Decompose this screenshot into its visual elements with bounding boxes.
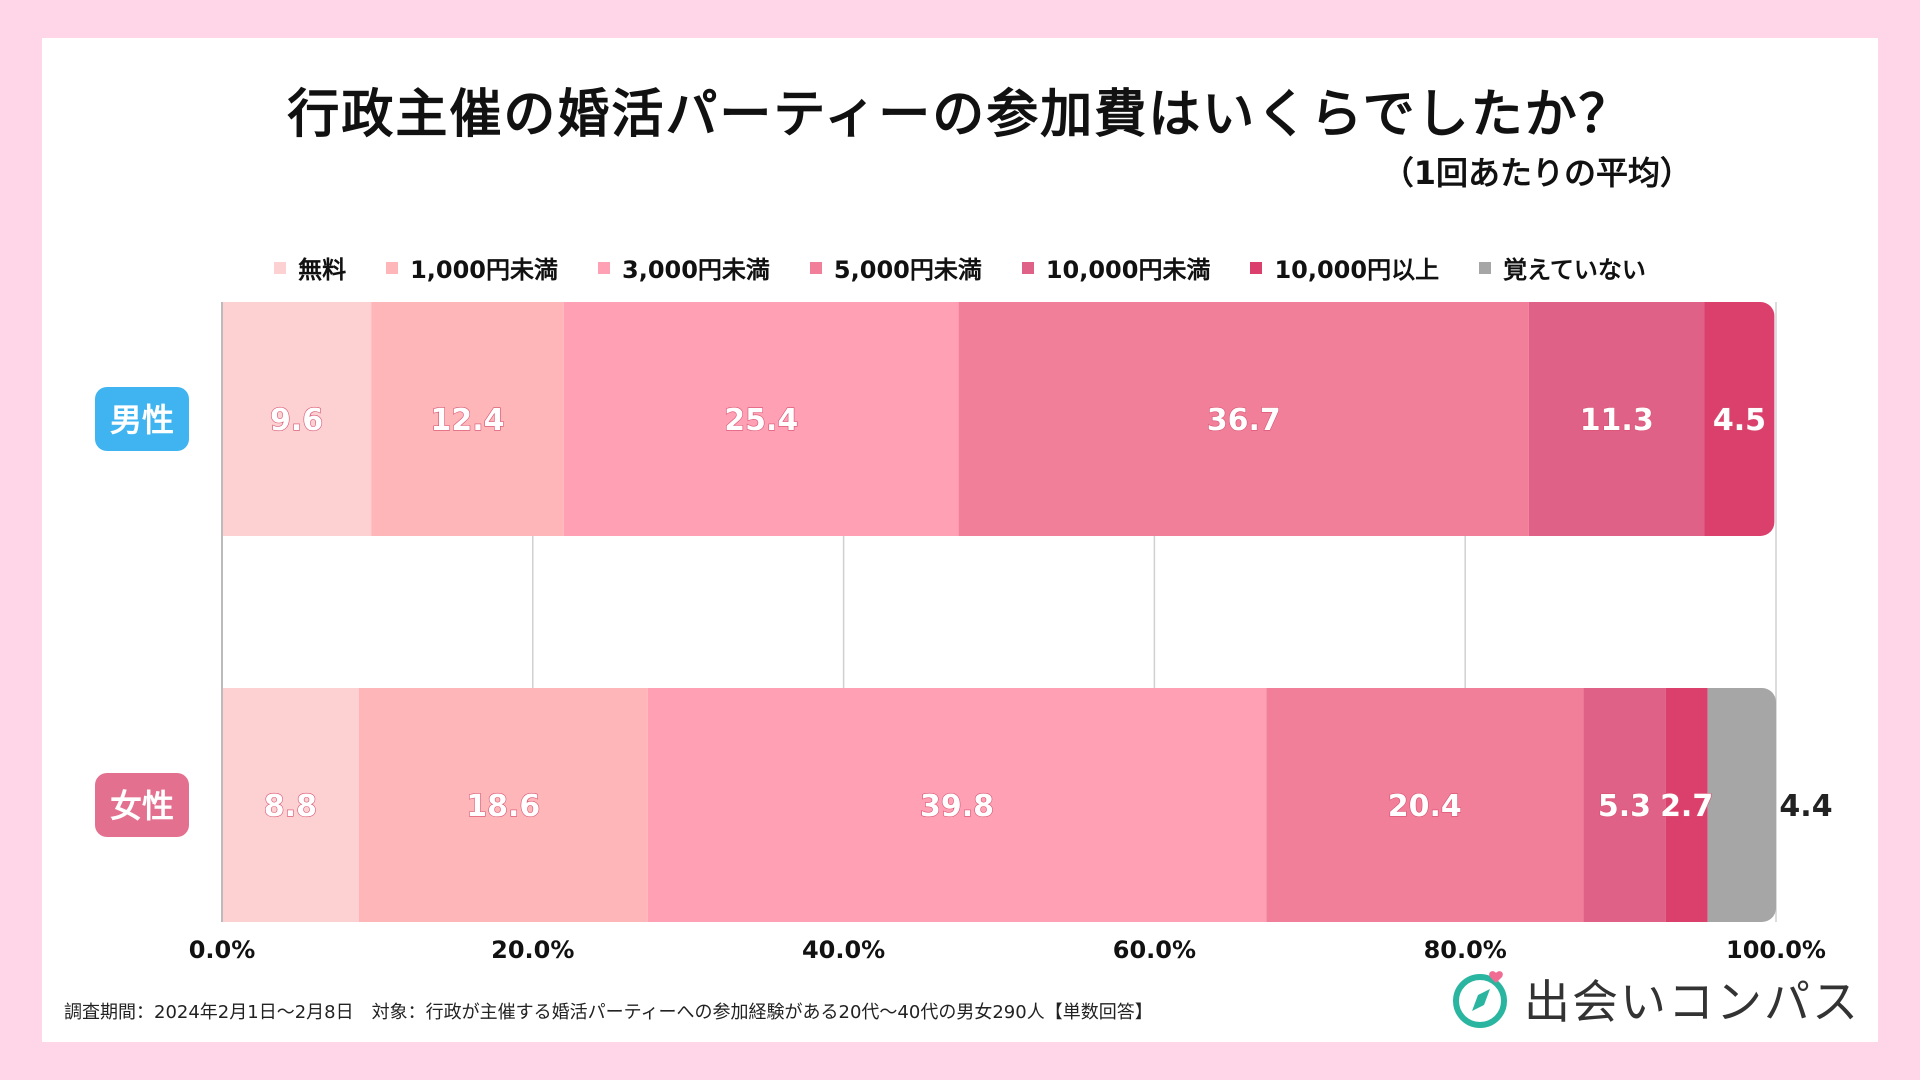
data-label: 4.5 bbox=[1713, 403, 1766, 438]
data-label: 20.4 bbox=[1388, 789, 1462, 824]
bar-segment bbox=[1528, 302, 1705, 536]
bar-segment bbox=[647, 688, 1267, 922]
x-tick-label: 0.0% bbox=[189, 936, 256, 964]
legend-item: 3,000円未満 bbox=[598, 250, 770, 285]
legend-label: 10,000円以上 bbox=[1274, 256, 1440, 284]
bar-segment bbox=[1583, 688, 1666, 922]
legend-item: 1,000円未満 bbox=[386, 250, 558, 285]
bar-segment bbox=[1665, 688, 1708, 922]
legend-item: 覚えていない bbox=[1479, 250, 1646, 285]
bar-group bbox=[222, 302, 1775, 536]
brand-name: 出会いコンパス bbox=[1524, 975, 1860, 1029]
data-label: 8.8 bbox=[264, 789, 317, 824]
legend-label: 覚えていない bbox=[1503, 256, 1646, 284]
bar-segment bbox=[358, 688, 648, 922]
legend-item: 無料 bbox=[274, 250, 346, 285]
legend-swatch bbox=[1479, 261, 1492, 274]
x-tick-label: 100.0% bbox=[1726, 936, 1826, 964]
data-label: 9.6 bbox=[270, 403, 323, 438]
category-label: 女性 bbox=[110, 787, 174, 825]
data-label: 36.7 bbox=[1207, 403, 1281, 438]
legend: 無料 1,000円未満 3,000円未満 5,000円未満 10,000円未満 10,00… bbox=[0, 250, 1920, 285]
data-label: 4.4 bbox=[1779, 789, 1832, 824]
x-tick-label: 20.0% bbox=[491, 936, 574, 964]
bar-segment bbox=[222, 688, 359, 922]
chart-subtitle: （1回あたりの平均） bbox=[1381, 154, 1692, 192]
legend-swatch bbox=[1250, 261, 1263, 274]
data-label: 2.7 bbox=[1660, 789, 1713, 824]
legend-label: 10,000円未満 bbox=[1045, 256, 1211, 284]
bar-segment bbox=[1266, 688, 1584, 922]
bar-group bbox=[222, 688, 1776, 922]
data-label: 5.3 bbox=[1598, 789, 1651, 824]
bar-segment bbox=[1707, 688, 1776, 922]
data-label: 18.6 bbox=[466, 789, 540, 824]
compass-icon bbox=[1453, 971, 1507, 1028]
legend-item: 10,000円以上 bbox=[1250, 250, 1439, 285]
legend-swatch bbox=[386, 261, 399, 274]
brand-logo: 出会いコンパス bbox=[1450, 966, 1860, 1032]
bar-segment bbox=[958, 302, 1529, 536]
legend-label: 無料 bbox=[298, 256, 347, 284]
legend-item: 5,000円未満 bbox=[809, 250, 982, 285]
legend-swatch bbox=[274, 261, 287, 274]
survey-footnote: 調査期間：2024年2月1日〜2月8日 対象：行政が主催する婚活パーティーへの参… bbox=[64, 1002, 1153, 1023]
data-label: 25.4 bbox=[724, 403, 798, 438]
data-label: 12.4 bbox=[431, 403, 505, 438]
x-tick-label: 80.0% bbox=[1424, 936, 1507, 964]
category-label: 男性 bbox=[110, 401, 174, 439]
legend-swatch bbox=[598, 261, 610, 274]
bar-segment bbox=[371, 302, 564, 536]
legend-swatch bbox=[809, 261, 822, 274]
legend-swatch bbox=[1021, 261, 1034, 274]
data-label: 11.3 bbox=[1580, 403, 1654, 438]
category-badge bbox=[95, 387, 189, 451]
chart-title: 行政主催の婚活パーティーの参加費はいくらでしたか？ bbox=[287, 85, 1633, 145]
legend-label: 1,000円未満 bbox=[410, 256, 558, 284]
bar-segment bbox=[563, 302, 959, 536]
x-tick-label: 40.0% bbox=[802, 936, 885, 964]
legend-label: 5,000円未満 bbox=[833, 256, 982, 284]
legend-label: 3,000円未満 bbox=[622, 256, 770, 284]
legend-item: 10,000円未満 bbox=[1021, 250, 1211, 285]
category-badge bbox=[95, 773, 189, 837]
x-tick-label: 60.0% bbox=[1113, 936, 1196, 964]
data-label: 39.8 bbox=[920, 789, 994, 824]
bar-segment bbox=[1704, 302, 1775, 536]
bar-segment bbox=[222, 302, 372, 536]
